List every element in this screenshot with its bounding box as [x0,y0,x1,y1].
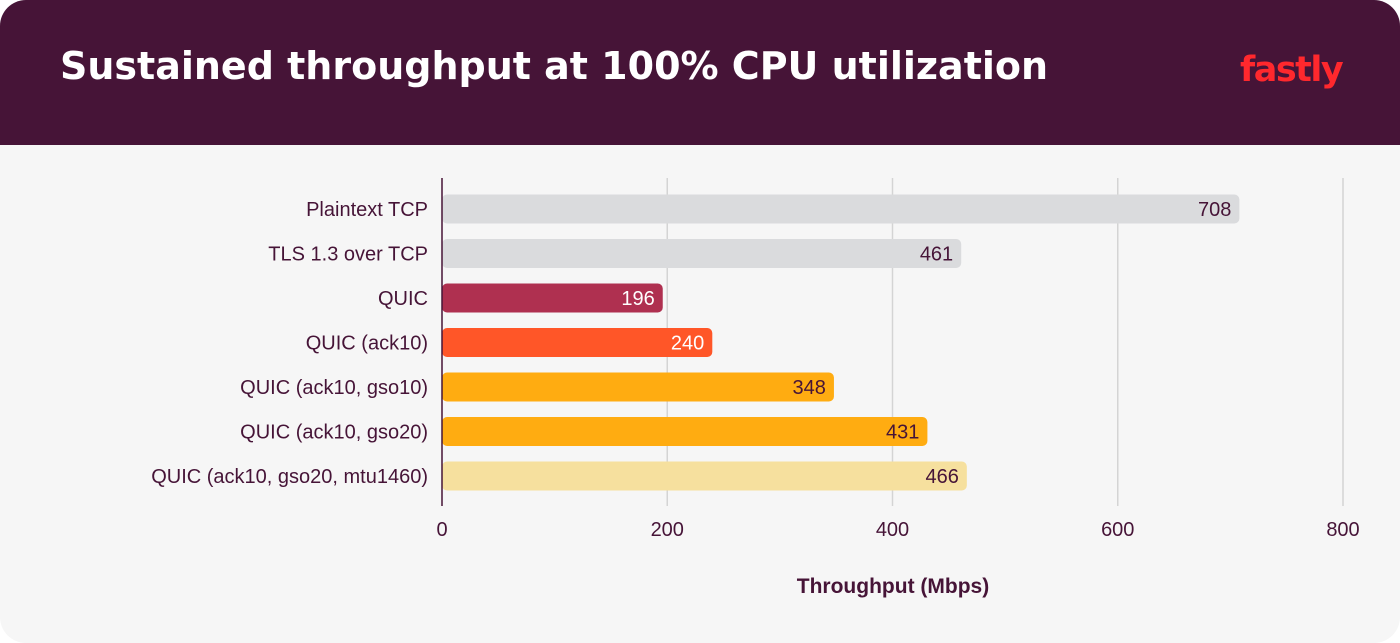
bar [442,461,967,491]
axes: 0 200 400 600 800 Plaintext TCP TLS 1.3 over T… [151,178,1360,541]
bar [442,328,713,357]
bars: 708 461 196 240 348 431 466 [442,194,1240,491]
chart-title: Sustained throughput at 100% CPU utiliza… [60,44,1049,88]
fastly-logo: fastly [1240,50,1344,90]
category-label: TLS 1.3 over TCP [268,244,428,266]
x-tick-label: 200 [651,519,684,541]
bar-chart: 708 461 196 240 348 431 466 0 200 400 600 800 Plain… [151,178,1360,598]
bar-value-label: 708 [1198,199,1231,221]
header-bar: Sustained throughput at 100% CPU utiliza… [0,0,1400,145]
x-tick-label: 600 [1101,519,1134,541]
chart-area: 708 461 196 240 348 431 466 0 200 400 600 800 Plain… [0,145,1400,643]
x-tick-label: 800 [1326,519,1359,541]
bar [442,372,834,402]
bar-value-label: 461 [920,244,953,266]
category-label: QUIC (ack10, gso20) [240,422,428,444]
category-label: QUIC (ack10, gso10) [240,377,428,399]
gridlines [666,178,1344,506]
bar [442,194,1240,224]
bar [442,283,663,313]
bar [442,239,962,268]
x-axis-label: Throughput (Mbps) [797,575,989,598]
bar [442,417,928,446]
bar-value-label: 348 [793,377,826,399]
x-tick-label: 0 [436,519,447,541]
bar-value-label: 196 [621,288,654,310]
bar-value-label: 431 [886,422,919,444]
category-label: Plaintext TCP [306,199,428,221]
bar-value-label: 466 [925,466,958,488]
category-label: QUIC (ack10, gso20, mtu1460) [151,466,428,488]
category-label: QUIC (ack10) [306,333,428,355]
category-label: QUIC [378,288,428,310]
bar-value-label: 240 [671,333,704,355]
x-tick-label: 400 [876,519,909,541]
